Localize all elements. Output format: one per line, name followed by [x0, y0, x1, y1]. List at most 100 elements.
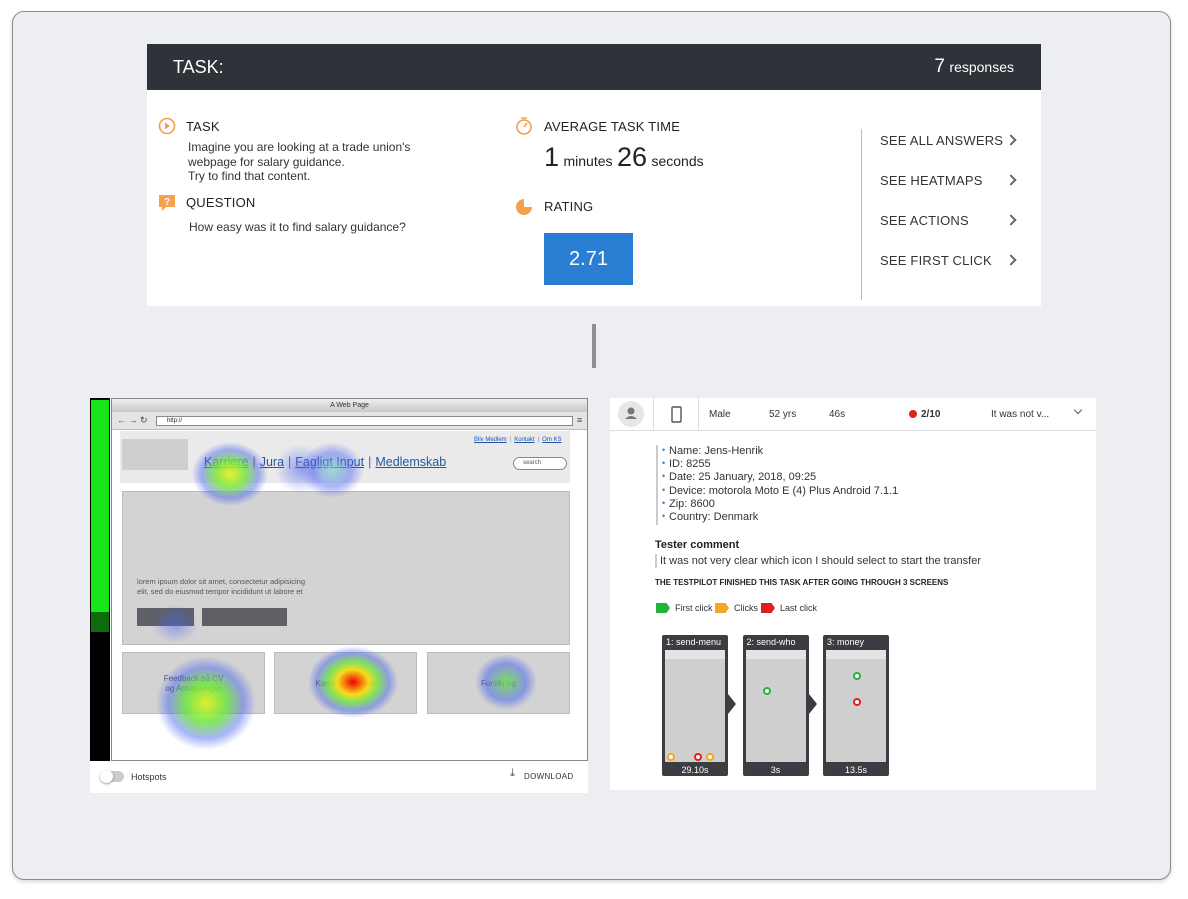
- nav-item[interactable]: Fagligt Input: [295, 455, 365, 469]
- svg-text:?: ?: [164, 197, 170, 208]
- chevron[interactable]: [1005, 254, 1017, 266]
- detail: Name: Jens-Henrik: [669, 445, 764, 457]
- detail: Zip: 8600: [669, 497, 715, 510]
- arrow: [728, 694, 736, 714]
- click-marker: [694, 753, 702, 761]
- nav-link[interactable]: SEE ALL ANSWERS: [880, 133, 1004, 148]
- rating-value: 2.71: [544, 233, 633, 285]
- nav-item[interactable]: Medlemskab: [375, 455, 447, 469]
- card-body: TASK Imagine you are looking at a trade …: [147, 90, 1041, 306]
- click-marker: [853, 672, 861, 680]
- comment-preview: It was not v...: [991, 409, 1050, 420]
- tile[interactable]: Forsikring: [427, 652, 570, 714]
- click-marker: [762, 687, 771, 695]
- task-line: webpage for salary guidance.: [188, 154, 345, 169]
- expand[interactable]: [1073, 405, 1083, 415]
- task-line: Imagine you are looking at a trade union…: [188, 140, 411, 154]
- minutes-unit: minutes: [563, 153, 613, 169]
- timer-icon: [516, 117, 532, 135]
- screen[interactable]: 2: send-who 3s: [742, 635, 809, 776]
- hotspots-toggle[interactable]: [100, 770, 124, 783]
- legend-swatch: [715, 603, 729, 613]
- click-marker: [706, 753, 714, 761]
- comment-title: Tester comment: [655, 539, 740, 551]
- response-header: Male 52 yrs 46s 2/10 It was not v...: [610, 398, 1096, 431]
- nav-link[interactable]: SEE ACTIONS: [880, 213, 969, 228]
- legend-swatch: [761, 603, 775, 613]
- separator: |: [252, 455, 256, 469]
- seconds-unit: seconds: [651, 153, 704, 169]
- bullet: •: [662, 445, 666, 455]
- heatmap-panel: A Web Page ← → ↻ http:// ≡ Bliv Medlem | K…: [90, 398, 588, 793]
- device-icon: [671, 406, 682, 423]
- comment: It was not very clear which icon I shoul…: [660, 555, 981, 567]
- age: 52 yrs: [769, 409, 797, 420]
- response-rating: 2/10: [921, 409, 941, 420]
- task-time: 1 minutes 26 seconds: [544, 142, 704, 173]
- legend-label: First click: [675, 603, 713, 613]
- details-bar: [656, 445, 658, 525]
- separator: |: [509, 437, 512, 443]
- nav-item[interactable]: Karriere: [204, 455, 249, 469]
- connector: [592, 324, 596, 368]
- separator: |: [288, 455, 292, 469]
- time-label: AVERAGE TASK TIME: [544, 119, 681, 134]
- click-marker: [667, 753, 675, 761]
- nav-item[interactable]: Jura: [259, 455, 285, 469]
- click-marker: [853, 698, 861, 706]
- window: TASK: 7 responses TASK Imagine you are l…: [12, 11, 1171, 880]
- nav-link[interactable]: SEE FIRST CLICK: [880, 253, 992, 268]
- bullet: •: [662, 458, 666, 469]
- hotspots-label: Hotspots: [131, 772, 167, 782]
- download-icon[interactable]: ⤓: [510, 767, 515, 779]
- url: http://: [156, 416, 573, 426]
- screen-body: [665, 650, 725, 762]
- tile[interactable]: Karriere Samtale: [274, 652, 417, 714]
- bullet: •: [662, 511, 666, 521]
- separator: |: [368, 455, 372, 469]
- rating-label: RATING: [544, 199, 594, 214]
- detail: ID: 8255: [669, 458, 711, 471]
- hero-text: lorem ipsum dolor sit amet, consectetur …: [137, 577, 305, 597]
- rating-icon: [516, 199, 532, 215]
- chevron[interactable]: [1005, 214, 1017, 226]
- legend-label: Clicks: [734, 603, 758, 613]
- screen-time: 13.5s: [844, 765, 868, 775]
- screen[interactable]: 3: money 13.5s: [823, 635, 889, 776]
- arrow: [808, 694, 817, 714]
- screen-time: 29.10s: [681, 765, 709, 775]
- top-link[interactable]: Kontakt: [514, 437, 535, 443]
- task-icon: [158, 117, 176, 135]
- question-icon: ?: [159, 195, 175, 211]
- response-panel: Male 52 yrs 46s 2/10 It was not v... • Na…: [610, 398, 1096, 790]
- responses-count: 7: [934, 56, 945, 77]
- minutes: 1: [544, 142, 560, 172]
- detail: Device: motorola Moto E (4) Plus Android…: [669, 484, 899, 497]
- seconds: 26: [616, 142, 648, 172]
- download-label[interactable]: DOWNLOAD: [524, 772, 574, 781]
- tile-label: og Ansøgninger: [165, 684, 222, 693]
- detail: Date: 25 January, 2018, 09:25: [669, 471, 817, 484]
- task-label: TASK: [186, 119, 220, 134]
- divider: [861, 129, 862, 300]
- top-link[interactable]: Om KS: [542, 437, 562, 443]
- screen-bar: [745, 650, 806, 659]
- nav: Karriere | Jura | Fagligt Input | Medlemskab: [204, 455, 446, 469]
- toolbar: ← → ↻ http:// ≡: [112, 412, 587, 430]
- button: [137, 608, 194, 626]
- browser-title: A Web Page: [112, 399, 587, 412]
- top-link[interactable]: Bliv Medlem: [474, 437, 507, 443]
- screen-body: [745, 650, 806, 762]
- chevron[interactable]: [1005, 134, 1017, 146]
- chevron[interactable]: [1005, 174, 1017, 186]
- top-links: Bliv Medlem | Kontakt | Om KS: [474, 437, 562, 443]
- bullet: •: [662, 484, 666, 495]
- tile[interactable]: Feedback på CV og Ansøgninger: [122, 652, 265, 714]
- screen[interactable]: 1: send-menu 29.10s: [662, 635, 728, 776]
- nav-link[interactable]: SEE HEATMAPS: [880, 173, 983, 188]
- rating-dot: [909, 410, 917, 418]
- button: [202, 608, 287, 626]
- card-title: TASK:: [173, 57, 224, 77]
- responses: 7 responses: [934, 56, 1014, 78]
